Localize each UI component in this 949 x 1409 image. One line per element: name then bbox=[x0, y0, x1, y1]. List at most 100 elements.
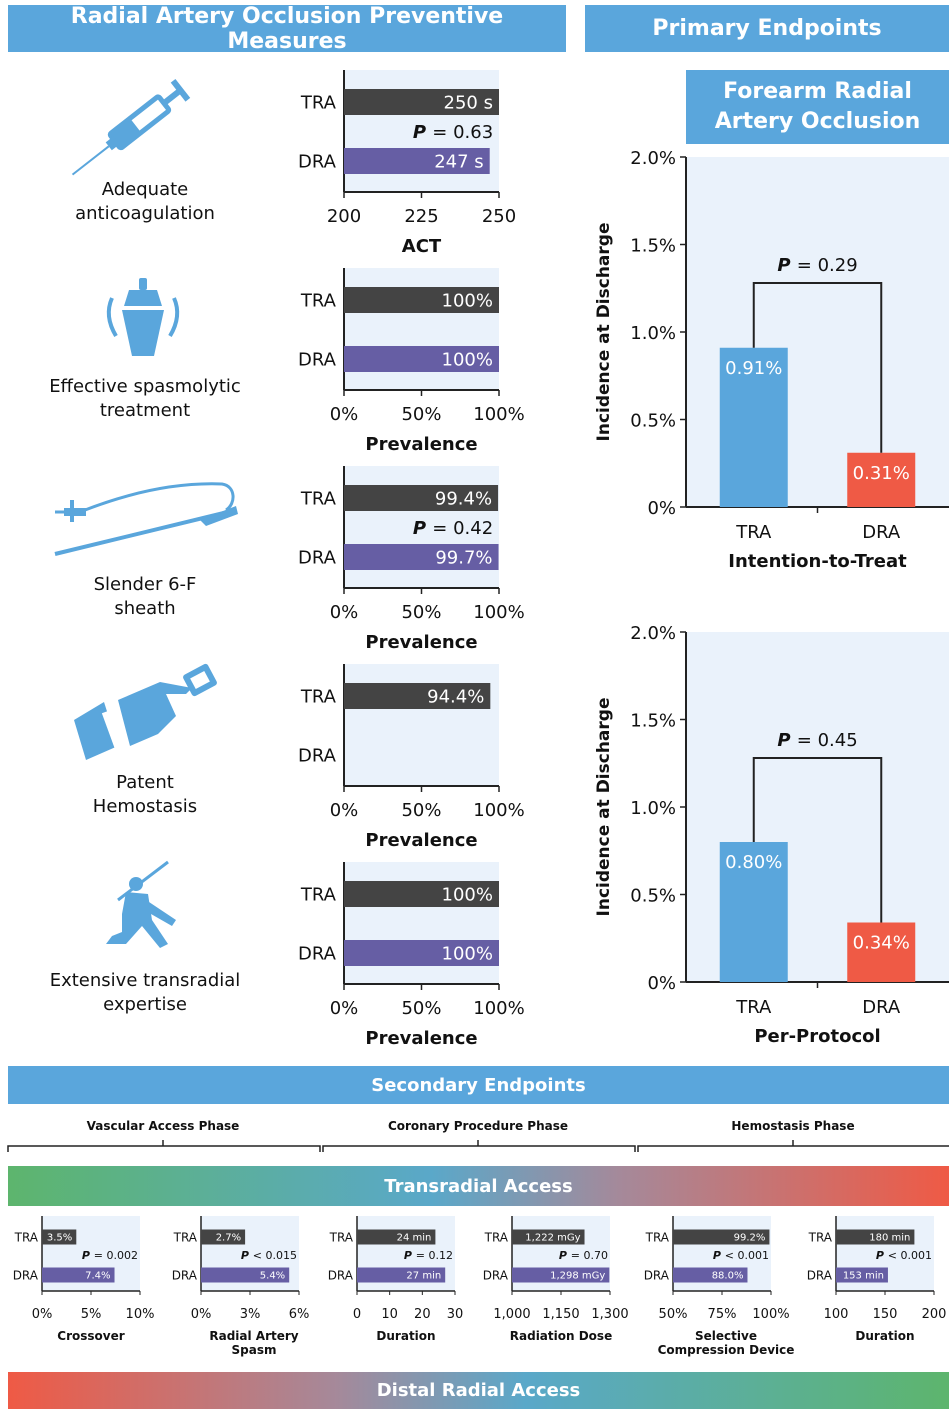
chart-11-tick-0: 50% bbox=[659, 1307, 688, 1322]
chart-6-ytick-0: 0% bbox=[647, 973, 676, 994]
chart-3-label-dra: DRA bbox=[298, 745, 337, 766]
chart-1-value-dra: 100% bbox=[442, 349, 493, 370]
chart-10-bar-dra bbox=[512, 1267, 610, 1283]
chart-5-ytick-2: 1.0% bbox=[630, 323, 676, 344]
chart-1-label-dra: DRA bbox=[298, 349, 337, 370]
phase-label-1: Coronary Procedure Phase bbox=[388, 1119, 568, 1133]
chart-1-label-tra: TRA bbox=[300, 290, 337, 311]
chart-2-value-tra: 99.4% bbox=[435, 488, 492, 509]
chart-6-ytick-2: 1.0% bbox=[630, 798, 676, 819]
chart-8-xlabel-2: Spasm bbox=[232, 1343, 277, 1357]
chart-0-bar-tra bbox=[344, 89, 499, 115]
chart-3-bar-tra bbox=[344, 683, 491, 709]
chart-10-label-tra: TRA bbox=[484, 1230, 509, 1244]
chart-7-tick-2: 10% bbox=[126, 1307, 155, 1322]
chart-1-tick-2: 100% bbox=[473, 404, 524, 425]
chart-2-tick-2: 100% bbox=[473, 602, 524, 623]
chart-11-label-dra: DRA bbox=[644, 1268, 670, 1282]
chart-8-label-dra: DRA bbox=[172, 1268, 198, 1282]
chart-4-tick-0: 0% bbox=[330, 998, 359, 1019]
chart-2-tick-0: 0% bbox=[330, 602, 359, 623]
chart-8-p-value: P < 0.015 bbox=[241, 1249, 297, 1262]
chart-1-tick-1: 50% bbox=[401, 404, 441, 425]
chart-8-bar-tra bbox=[201, 1229, 246, 1245]
chart-0-label-dra: DRA bbox=[298, 151, 337, 172]
chart-2-tick-1: 50% bbox=[401, 602, 441, 623]
left-header: Radial Artery Occlusion Preventive Measu… bbox=[8, 4, 566, 54]
chart-5-ytick-4: 2.0% bbox=[630, 148, 676, 169]
chart-11-value-dra: 88.0% bbox=[712, 1271, 744, 1282]
chart-5-bar-dra bbox=[847, 452, 916, 507]
chart-9-label-dra: DRA bbox=[328, 1268, 354, 1282]
chart-5-ytick-3: 1.5% bbox=[630, 236, 676, 257]
chart-6-ylabel: Incidence at Discharge bbox=[594, 698, 614, 917]
chart-4-tick-1: 50% bbox=[401, 998, 441, 1019]
chart-3-tick-0: 0% bbox=[330, 800, 359, 821]
chart-10-tick-1: 1,150 bbox=[542, 1307, 579, 1322]
chart-2-label-tra: TRA bbox=[300, 488, 337, 509]
chart-1-xlabel: Prevalence bbox=[365, 434, 477, 455]
chart-5-ytick-1: 0.5% bbox=[630, 411, 676, 432]
chart-5-ytick-0: 0% bbox=[647, 498, 676, 519]
forearm-header: Forearm Radial Artery Occlusion bbox=[686, 70, 949, 144]
chart-4-xlabel: Prevalence bbox=[365, 1028, 477, 1049]
chart-6-bracket bbox=[752, 757, 883, 923]
chart-7-value-tra: 3.5% bbox=[47, 1233, 72, 1244]
chart-12-bar-dra bbox=[836, 1267, 888, 1283]
chart-0-tick-2: 250 bbox=[482, 206, 516, 227]
chart-11-xlabel-2: Compression Device bbox=[658, 1343, 795, 1357]
chart-0-tick-0: 200 bbox=[327, 206, 361, 227]
chart-7-p-value: P = 0.002 bbox=[82, 1249, 138, 1262]
chart-9-p-value: P = 0.12 bbox=[404, 1249, 453, 1262]
chart-0-value-tra: 250 s bbox=[444, 92, 493, 113]
chart-12-xlabel: Duration bbox=[855, 1329, 914, 1343]
chart-6-ytick-4: 2.0% bbox=[630, 623, 676, 644]
chart-4-bar-tra bbox=[344, 881, 499, 907]
chart-7-label-tra: TRA bbox=[14, 1230, 39, 1244]
chart-7-tick-0: 0% bbox=[32, 1307, 53, 1322]
measure-label-hemostasis: Patent Hemostasis bbox=[92, 772, 198, 817]
chart-2-label-dra: DRA bbox=[298, 547, 337, 568]
chart-11-p-value: P < 0.001 bbox=[713, 1249, 769, 1262]
chart-8-value-dra: 5.4% bbox=[260, 1271, 285, 1282]
chart-1-value-tra: 100% bbox=[442, 290, 493, 311]
chart-5-value-tra: 0.91% bbox=[725, 358, 782, 379]
chart-6-value-tra: 0.80% bbox=[725, 852, 782, 873]
chart-7-xlabel: Crossover bbox=[57, 1329, 124, 1343]
chart-7-tick-1: 5% bbox=[81, 1307, 102, 1322]
chart-0-label-tra: TRA bbox=[300, 92, 337, 113]
chart-12-label-tra: TRA bbox=[808, 1230, 833, 1244]
chart-12-bar-tra bbox=[836, 1229, 915, 1245]
chart-9-tick-0: 0 bbox=[353, 1307, 361, 1322]
chart-3-xlabel: Prevalence bbox=[365, 830, 477, 851]
chart-6-category-dra: DRA bbox=[862, 997, 901, 1018]
chart-5-xlabel: Intention-to-Treat bbox=[728, 551, 907, 572]
chart-4-bar-dra bbox=[344, 940, 499, 966]
chart-4-value-dra: 100% bbox=[442, 943, 493, 964]
secondary-header: Secondary Endpoints bbox=[8, 1066, 949, 1104]
chart-10-p-value: P = 0.70 bbox=[559, 1249, 608, 1262]
chart-9-tick-1: 10 bbox=[381, 1307, 398, 1322]
chart-4-value-tra: 100% bbox=[442, 884, 493, 905]
chart-0-tick-1: 225 bbox=[404, 206, 438, 227]
chart-9-tick-2: 20 bbox=[414, 1307, 431, 1322]
chart-6-category-tra: TRA bbox=[735, 997, 772, 1018]
phase-bracket-2 bbox=[637, 1145, 949, 1152]
chart-8-label-tra: TRA bbox=[173, 1230, 198, 1244]
chart-2-value-dra: 99.7% bbox=[435, 547, 492, 568]
chart-3-label-tra: TRA bbox=[300, 686, 337, 707]
chart-3-panel bbox=[344, 664, 499, 786]
chart-11-label-tra: TRA bbox=[645, 1230, 670, 1244]
chart-2-xlabel: Prevalence bbox=[365, 632, 477, 653]
chart-9-bar-dra bbox=[357, 1267, 446, 1283]
chart-0-xlabel: ACT bbox=[402, 236, 442, 257]
chart-6-ytick-1: 0.5% bbox=[630, 886, 676, 907]
chart-12-label-dra: DRA bbox=[807, 1268, 833, 1282]
chart-6-xlabel: Per-Protocol bbox=[754, 1026, 880, 1047]
transradial-banner: Transradial Access bbox=[8, 1166, 949, 1206]
chart-11-xlabel-1: Selective bbox=[695, 1329, 757, 1343]
measure-label-spasmolytic: Effective spasmolytic treatment bbox=[49, 376, 241, 421]
chart-8-value-tra: 2.7% bbox=[216, 1233, 241, 1244]
chart-0-value-dra: 247 s bbox=[434, 151, 483, 172]
chart-12-tick-0: 100 bbox=[824, 1307, 849, 1322]
